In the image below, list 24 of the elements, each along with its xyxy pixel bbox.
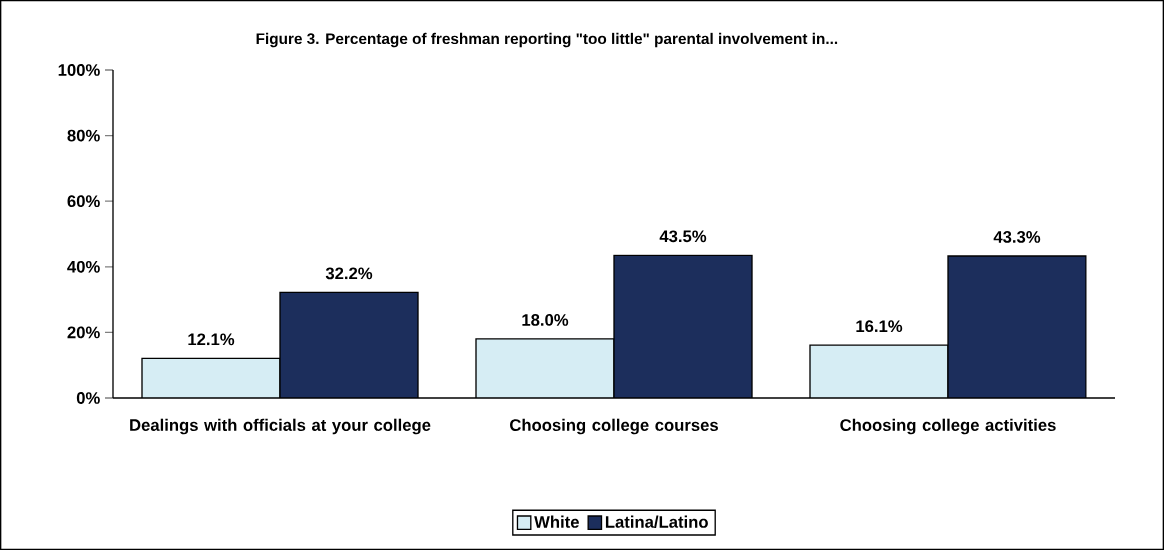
data-label: 43.5% <box>659 230 707 243</box>
x-tick-label: Choosing college activities <box>840 418 1056 435</box>
bar <box>809 344 949 398</box>
bar <box>947 255 1087 398</box>
legend-label: Latina/Latino <box>605 515 708 529</box>
chart-title: Figure 3. Percentage of freshman reporting "too little" parental involvement in... <box>256 32 838 48</box>
data-label: 18.0% <box>522 314 569 326</box>
y-tick-label: 100% <box>58 64 100 76</box>
bar <box>614 255 753 398</box>
data-label: 43.3% <box>993 231 1041 243</box>
y-tick-label: 60% <box>67 195 100 208</box>
x-tick-label: Dealings with officials at your college <box>130 418 431 435</box>
x-tick-label: Choosing college courses <box>510 418 718 435</box>
y-tick-label: 80% <box>67 129 100 142</box>
data-label: 32.2% <box>325 267 373 280</box>
y-tick-label: 40% <box>67 260 100 273</box>
bar <box>280 292 418 398</box>
y-tick-label: 20% <box>67 326 100 339</box>
bar <box>142 358 280 398</box>
bar <box>476 338 615 398</box>
data-label: 16.1% <box>856 320 903 333</box>
legend-label: White <box>534 515 579 528</box>
data-label: 12.1% <box>188 333 235 346</box>
y-tick-label: 0% <box>76 392 100 404</box>
